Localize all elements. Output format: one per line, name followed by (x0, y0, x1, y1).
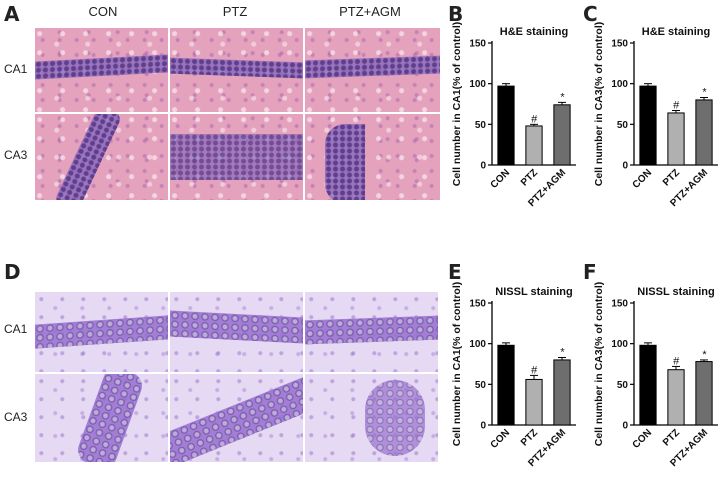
bar-chart-c: H&E staining Cell number in CA3(% of cont… (593, 22, 718, 209)
y-axis-label: Cell number in CA1(% of control) (451, 282, 463, 447)
he-micrograph-ca3-con (35, 114, 168, 200)
y-tick-label: 50 (475, 120, 487, 131)
he-micrograph-ca1-con (35, 28, 168, 112)
y-tick-label: 50 (475, 380, 487, 391)
bar-chart-e: NISSL staining Cell number in CA1(% of co… (451, 282, 576, 469)
y-tick-label: 50 (617, 120, 629, 131)
x-tick-label: PTZ (519, 427, 540, 448)
chart-title: NISSL staining (637, 286, 714, 298)
bar-1 (497, 85, 515, 166)
he-col-label-con: CON (88, 4, 118, 19)
significance-mark: # (673, 100, 680, 112)
he-micrograph-ca1-ptz (170, 28, 303, 112)
bar-2 (667, 369, 685, 426)
x-tick-label: CON (631, 167, 655, 191)
y-tick-label: 0 (480, 421, 486, 432)
x-tick-label: PTZ (661, 427, 682, 448)
he-micrograph-ca3-ptz-agm (305, 114, 440, 200)
y-tick-label: 100 (611, 339, 628, 350)
bar-3 (553, 359, 571, 426)
bar-2 (667, 112, 685, 166)
panel-letter-e: E (448, 260, 462, 284)
he-col-label-ptz: PTZ (222, 4, 248, 19)
panel-letter-f: F (583, 260, 597, 284)
x-tick-label: CON (489, 167, 513, 191)
significance-mark: * (702, 349, 707, 361)
panel-letter-b: B (448, 2, 464, 26)
nissl-row-label-ca1: CA1 (4, 322, 28, 336)
y-axis-label: Cell number in CA3(% of control) (593, 22, 605, 187)
significance-mark: * (560, 346, 565, 358)
nissl-micrograph-ca1-ptz-agm (305, 292, 438, 372)
nissl-micrograph-ca1-ptz (170, 292, 303, 372)
y-tick-label: 0 (622, 421, 628, 432)
nissl-micrograph-ca1-con (35, 292, 168, 372)
bar-2 (525, 125, 543, 166)
significance-mark: # (531, 364, 538, 376)
y-tick-label: 150 (611, 299, 628, 310)
chart-title: H&E staining (500, 26, 568, 38)
nissl-micrograph-ca3-ptz-agm (305, 374, 438, 462)
y-tick-label: 100 (469, 79, 486, 90)
bar-3 (695, 99, 713, 166)
panel-letter-c: C (583, 2, 598, 26)
panel-letter-a: A (4, 2, 20, 26)
nissl-micrograph-ca3-con (35, 374, 168, 462)
bar-chart-b: H&E staining Cell number in CA1(% of cont… (451, 22, 576, 209)
y-axis-label: Cell number in CA3(% of control) (593, 282, 605, 447)
x-tick-label: CON (631, 427, 655, 451)
he-col-label-ptz-agm: PTZ+AGM (339, 4, 401, 19)
bar-1 (497, 344, 515, 426)
y-tick-label: 150 (611, 39, 628, 50)
x-tick-label: CON (489, 427, 513, 451)
he-micrograph-ca3-ptz (170, 114, 303, 200)
bar-3 (553, 104, 571, 166)
panel-letter-d: D (4, 260, 21, 284)
significance-mark: # (531, 113, 538, 125)
he-row-label-ca3: CA3 (4, 148, 28, 162)
bar-2 (525, 378, 543, 426)
significance-mark: * (702, 86, 707, 98)
y-tick-label: 150 (469, 39, 486, 50)
nissl-micrograph-ca3-ptz (170, 374, 303, 462)
x-tick-label: PTZ (519, 167, 540, 188)
he-micrograph-ca1-ptz-agm (305, 28, 440, 112)
he-row-label-ca1: CA1 (4, 62, 28, 76)
chart-title: H&E staining (642, 26, 710, 38)
bar-1 (639, 344, 657, 426)
y-tick-label: 0 (480, 161, 486, 172)
significance-mark: * (560, 91, 565, 103)
y-tick-label: 150 (469, 299, 486, 310)
bar-3 (695, 361, 713, 426)
chart-title: NISSL staining (495, 286, 572, 298)
y-tick-label: 0 (622, 161, 628, 172)
bar-chart-f: NISSL staining Cell number in CA3(% of co… (593, 282, 718, 469)
y-tick-label: 50 (617, 380, 629, 391)
y-tick-label: 100 (469, 339, 486, 350)
x-tick-label: PTZ (661, 167, 682, 188)
y-tick-label: 100 (611, 79, 628, 90)
nissl-row-label-ca3: CA3 (4, 410, 28, 424)
bar-1 (639, 85, 657, 166)
significance-mark: # (673, 355, 680, 367)
y-axis-label: Cell number in CA1(% of control) (451, 22, 463, 187)
